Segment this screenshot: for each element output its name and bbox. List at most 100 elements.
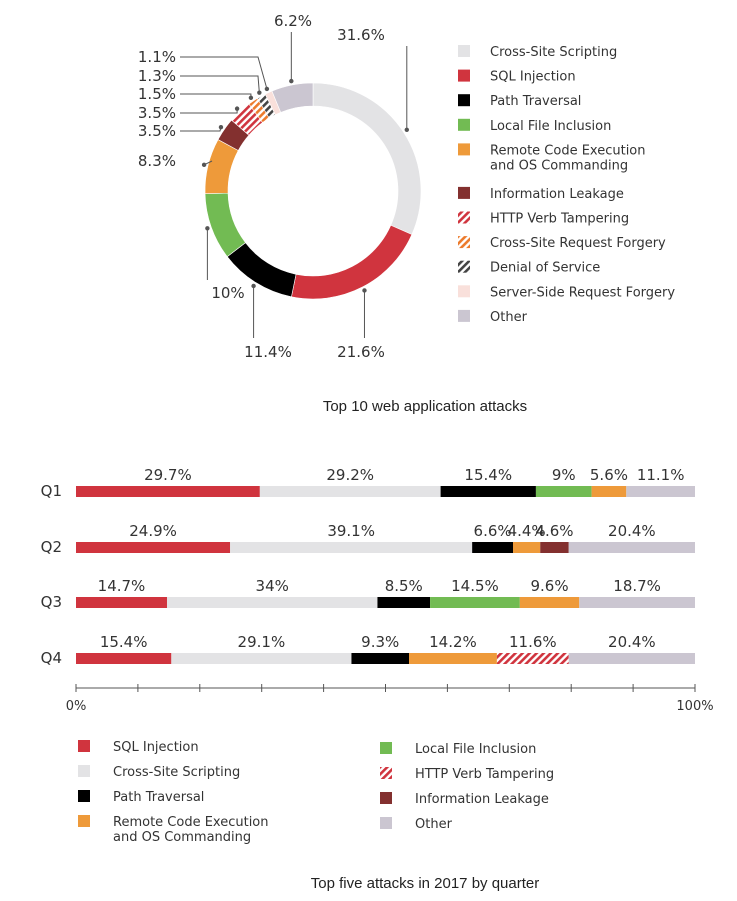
donut-slice-local-file-inclusion (204, 192, 246, 258)
bar-data-label: 4.6% (535, 522, 573, 540)
bar-data-label: 39.1% (327, 522, 375, 540)
legend-swatch (458, 186, 470, 199)
donut-chart: 31.6%21.6%11.4%10%8.3%3.5%3.5%1.5%1.3%1.… (138, 12, 422, 361)
legend-swatch (458, 260, 470, 273)
donut-leader-dot (201, 162, 207, 168)
bar-row-q4: Q4 15.4% 29.1% 9.3% 14.2% 11.6% 20.4% (41, 633, 695, 667)
legend-swatch (380, 817, 392, 829)
bar-segment-remote-code-execution-and-os-commanding (513, 542, 541, 553)
bar-segment-other (579, 597, 695, 608)
bar-data-label: 11.1% (637, 466, 685, 484)
donut-labels: 31.6%21.6%11.4%10%8.3%3.5%3.5%1.5%1.3%1.… (138, 12, 410, 361)
bar-data-label: 34% (256, 577, 289, 595)
bar-data-label: 18.7% (613, 577, 661, 595)
legend-swatch (458, 236, 470, 249)
donut-leader-dot (264, 86, 270, 92)
donut-leader-dot (362, 288, 367, 293)
donut-leader-dot (205, 226, 210, 231)
donut-data-label: 3.5% (138, 122, 176, 140)
legend-swatch (458, 285, 470, 298)
legend-label: and OS Commanding (490, 158, 628, 173)
legend-item-sql-injection: SQL Injection (78, 740, 199, 755)
legend-swatch (380, 742, 392, 754)
donut-leader-line (180, 56, 268, 90)
legend-swatch (458, 69, 470, 82)
legend-swatch (458, 309, 470, 322)
donut-leader-dot (234, 106, 240, 111)
legend-label: HTTP Verb Tampering (490, 212, 629, 227)
legend-label: Remote Code Execution (490, 143, 646, 158)
donut-data-label: 11.4% (244, 343, 292, 361)
donut-leader-dot (218, 124, 224, 130)
legend-swatch (380, 792, 392, 804)
bar-segment-remote-code-execution-and-os-commanding (519, 597, 580, 608)
bar-segment-other (626, 486, 695, 497)
y-tick-label: Q2 (41, 538, 62, 556)
legend-label: and OS Commanding (113, 830, 251, 845)
bar-segment-path-traversal (351, 653, 410, 664)
legend-item-local-file-inclusion: Local File Inclusion (458, 118, 611, 134)
donut-slice-other (271, 82, 314, 113)
legend-item-other: Other (380, 817, 453, 832)
legend-label: Cross-Site Scripting (490, 45, 617, 60)
bar-segment-other (568, 653, 695, 664)
bar-segment-other (568, 542, 695, 553)
stacked-bar-chart: Q1 29.7% 29.2% 15.4% 9% 5.6% 11.1% Q2 24.9% 39.1%… (41, 466, 714, 714)
legend-label: Local File Inclusion (490, 119, 611, 134)
donut-leader-line (180, 75, 260, 93)
bar-data-label: 9% (552, 466, 576, 484)
x-tick-label: 100% (676, 699, 713, 714)
donut-leader-dot (248, 95, 254, 100)
donut-data-label: 1.5% (138, 85, 176, 103)
donut-slice-sql-injection (291, 224, 413, 300)
bar-segment-cross-site-scripting (230, 542, 473, 553)
bar-segment-cross-site-scripting (259, 486, 441, 497)
bar-segment-information-leakage (540, 542, 569, 553)
bar-data-label: 20.4% (608, 633, 656, 651)
bar-segment-sql-injection (76, 542, 231, 553)
bar-data-label: 14.5% (451, 577, 499, 595)
legend-label: Cross-Site Request Forgery (490, 236, 666, 251)
bar-data-label: 4.4% (508, 522, 546, 540)
legend-item-http-verb-tampering: HTTP Verb Tampering (380, 767, 554, 782)
legend-swatch (458, 94, 470, 107)
legend-swatch (458, 45, 470, 57)
bar-segment-local-file-inclusion (535, 486, 592, 497)
legend-item-information-leakage: Information Leakage (380, 792, 549, 807)
legend-item-local-file-inclusion: Local File Inclusion (380, 742, 536, 757)
legend-swatch (458, 211, 470, 224)
legend-item-other: Other (458, 309, 528, 325)
legend-item-server-side-request-forgery: Server-Side Request Forgery (458, 285, 675, 300)
donut-chart-title: Top 10 web application attacks (323, 398, 527, 415)
legend-item-cross-site-request-forgery: Cross-Site Request Forgery (458, 236, 666, 251)
legend-label: HTTP Verb Tampering (415, 767, 554, 782)
legend-label: Information Leakage (490, 187, 624, 202)
legend-item-path-traversal: Path Traversal (78, 790, 204, 805)
bar-data-label: 14.7% (98, 577, 146, 595)
legend-label: Other (415, 817, 453, 832)
donut-data-label: 1.3% (138, 67, 176, 85)
legend-item-cross-site-scripting: Cross-Site Scripting (458, 45, 617, 60)
donut-leader-dot (289, 78, 294, 84)
bar-data-label: 24.9% (129, 522, 177, 540)
y-tick-label: Q4 (41, 649, 62, 667)
bar-data-label: 14.2% (429, 633, 477, 651)
legend-swatch (78, 740, 90, 752)
donut-data-label: 31.6% (337, 26, 385, 44)
bar-segment-cross-site-scripting (166, 597, 378, 608)
bar-segment-sql-injection (76, 486, 260, 497)
bar-data-label: 29.1% (238, 633, 286, 651)
bar-data-label: 11.6% (509, 633, 557, 651)
legend-swatch (380, 767, 392, 779)
bar-data-label: 8.5% (385, 577, 423, 595)
donut-leader-line (180, 93, 252, 98)
legend-item-path-traversal: Path Traversal (458, 94, 581, 109)
donut-data-label: 8.3% (138, 152, 176, 170)
bar-segment-path-traversal (472, 542, 514, 553)
bar-segment-path-traversal (377, 597, 431, 608)
legend-label: Cross-Site Scripting (113, 765, 240, 780)
legend-item-information-leakage: Information Leakage (458, 186, 624, 202)
legend-label: Server-Side Request Forgery (490, 285, 675, 300)
bar-data-label: 6.6% (474, 522, 512, 540)
